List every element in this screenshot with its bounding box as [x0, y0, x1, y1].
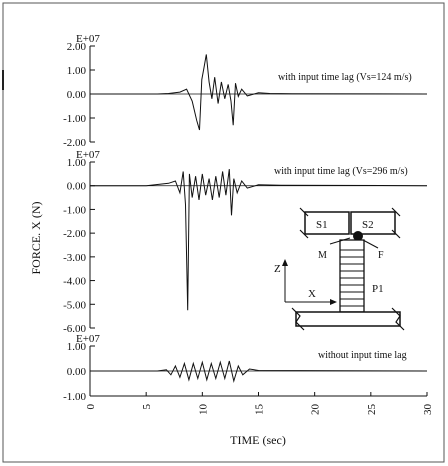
exponent-label-bottom: E+07 [76, 333, 100, 345]
y-tick-label: -2.00 [63, 137, 86, 149]
bearing-node [353, 231, 363, 241]
arrow-f [362, 239, 379, 249]
pier-p1 [339, 239, 365, 313]
annotation-middle: with input time lag (Vs=296 m/s) [274, 166, 408, 177]
series-line [90, 54, 428, 131]
y-tick-label: 0.00 [67, 366, 87, 378]
pier-springs [340, 249, 364, 307]
slab-s1 [304, 211, 350, 235]
series-line [90, 360, 428, 383]
ground-break-right [391, 307, 405, 331]
slab-s1-label: S1 [316, 219, 328, 231]
ground [295, 311, 401, 327]
y-tick-label: 1.00 [67, 157, 87, 169]
y-tick-label: -4.00 [63, 276, 86, 288]
panel-middle: 1.00 0.00 -1.00 -2.00 -3.00 -4.00 -5.00 -6.00 [63, 157, 428, 335]
x-tick-label: 15 [254, 404, 266, 416]
panel-top: 2.00 1.00 0.00 -1.00 -2.00 [63, 41, 428, 149]
arrow-m [329, 237, 351, 245]
y-tick-label: 1.00 [67, 65, 87, 77]
y-tick-label: -2.00 [63, 228, 86, 240]
z-arrowhead [282, 259, 288, 266]
x-tick-label: 10 [197, 404, 209, 416]
slab-break-right [391, 207, 401, 239]
series-line [90, 169, 428, 311]
label-z: Z [274, 263, 281, 275]
x-tick-label: 30 [422, 404, 434, 416]
x-tick-label: 20 [310, 404, 322, 416]
y-tick-label: -5.00 [63, 299, 86, 311]
y-tick-label: -1.00 [63, 204, 86, 216]
x-axis-label: TIME (sec) [230, 433, 286, 447]
structure-diagram: S1 S2 P1 M F Z X [274, 207, 405, 331]
y-tick-label: -3.00 [63, 252, 86, 264]
exponent-label-top: E+07 [76, 33, 100, 45]
slab-s2 [350, 211, 396, 235]
figure-border [2, 2, 445, 463]
y-tick-label: -6.00 [63, 323, 86, 335]
panel-bottom: 1.00 0.00 -1.000 5 10 15 20 25 30 [63, 341, 434, 415]
annotation-bottom: without input time lag [318, 350, 407, 361]
y-axis-label: FORCE. X (N) [29, 201, 43, 274]
y-tick-label: 0.00 [67, 181, 87, 193]
ground-break-left [291, 307, 305, 331]
x-tick-label: 0 [85, 404, 97, 410]
y-tick-label: -1.00 [63, 113, 86, 125]
annotation-top: with input time lag (Vs=124 m/s) [278, 72, 412, 83]
y-tick-label: 0.00 [67, 89, 87, 101]
y-tick-label: 1.00 [67, 341, 87, 353]
exponent-label-middle: E+07 [76, 149, 100, 161]
label-x: X [308, 288, 316, 300]
x-tick-label: 25 [366, 404, 378, 416]
x-tick-label: 5 [141, 404, 153, 410]
y-tick-label: 2.00 [67, 41, 87, 53]
slab-s2-label: S2 [362, 219, 374, 231]
slab-break-left [299, 207, 309, 239]
x-arrowhead [330, 299, 337, 305]
pier-p1-label: P1 [372, 283, 384, 295]
label-m: M [318, 250, 327, 261]
y-tick-label: -1.00 [63, 391, 86, 403]
label-f: F [378, 250, 384, 261]
